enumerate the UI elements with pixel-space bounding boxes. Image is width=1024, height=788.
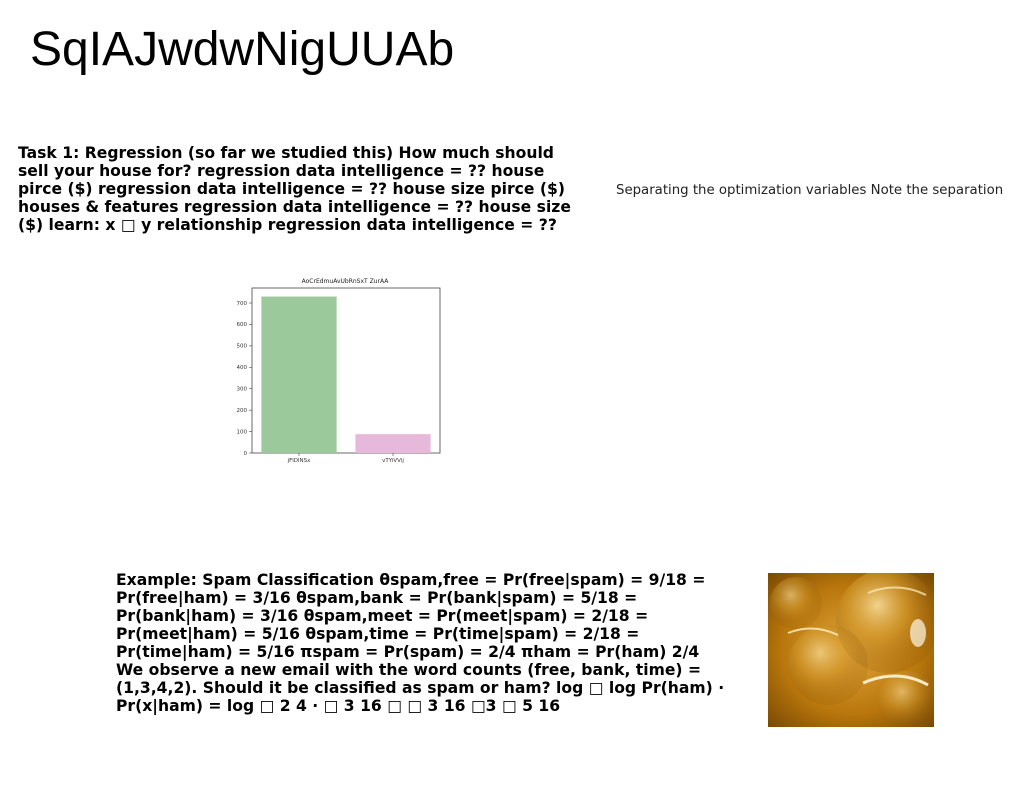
plot-frame — [251, 287, 441, 454]
x-tick-label: vTYiVVij — [382, 458, 404, 464]
task-regression-text: Task 1: Regression (so far we studied th… — [18, 144, 571, 234]
spam-classification-example: Example: Spam Classification θspam,free … — [116, 571, 725, 715]
x-tick-label: jFlDlNSx — [287, 458, 312, 464]
y-tick-label: 0 — [244, 451, 248, 457]
y-tick-label: 300 — [237, 387, 248, 393]
amber-bubbles-photo — [768, 573, 934, 727]
y-tick-label: 200 — [237, 408, 248, 414]
slide-title: SqIAJwdwNigUUAb — [30, 23, 455, 76]
optimization-note: Separating the optimization variables No… — [616, 183, 1004, 198]
bar-jFlDlNSx — [261, 296, 337, 453]
y-tick-label: 600 — [237, 322, 248, 328]
chart-title: AoCrEdmuAvUbRnSxT ZurAA — [302, 278, 390, 285]
y-tick-label: 500 — [237, 344, 248, 350]
bar-vTYiVVij — [355, 434, 431, 453]
bar-chart-svg: AoCrEdmuAvUbRnSxT ZurAA 0 100 200 300 400 500… — [237, 278, 441, 464]
y-tick-label: 400 — [237, 365, 248, 371]
y-tick-label: 100 — [237, 429, 248, 435]
bar-chart: AoCrEdmuAvUbRnSxT ZurAA 0 100 200 300 400 500… — [230, 272, 448, 468]
photo-graphic — [768, 573, 934, 727]
y-tick-label: 700 — [237, 301, 248, 307]
